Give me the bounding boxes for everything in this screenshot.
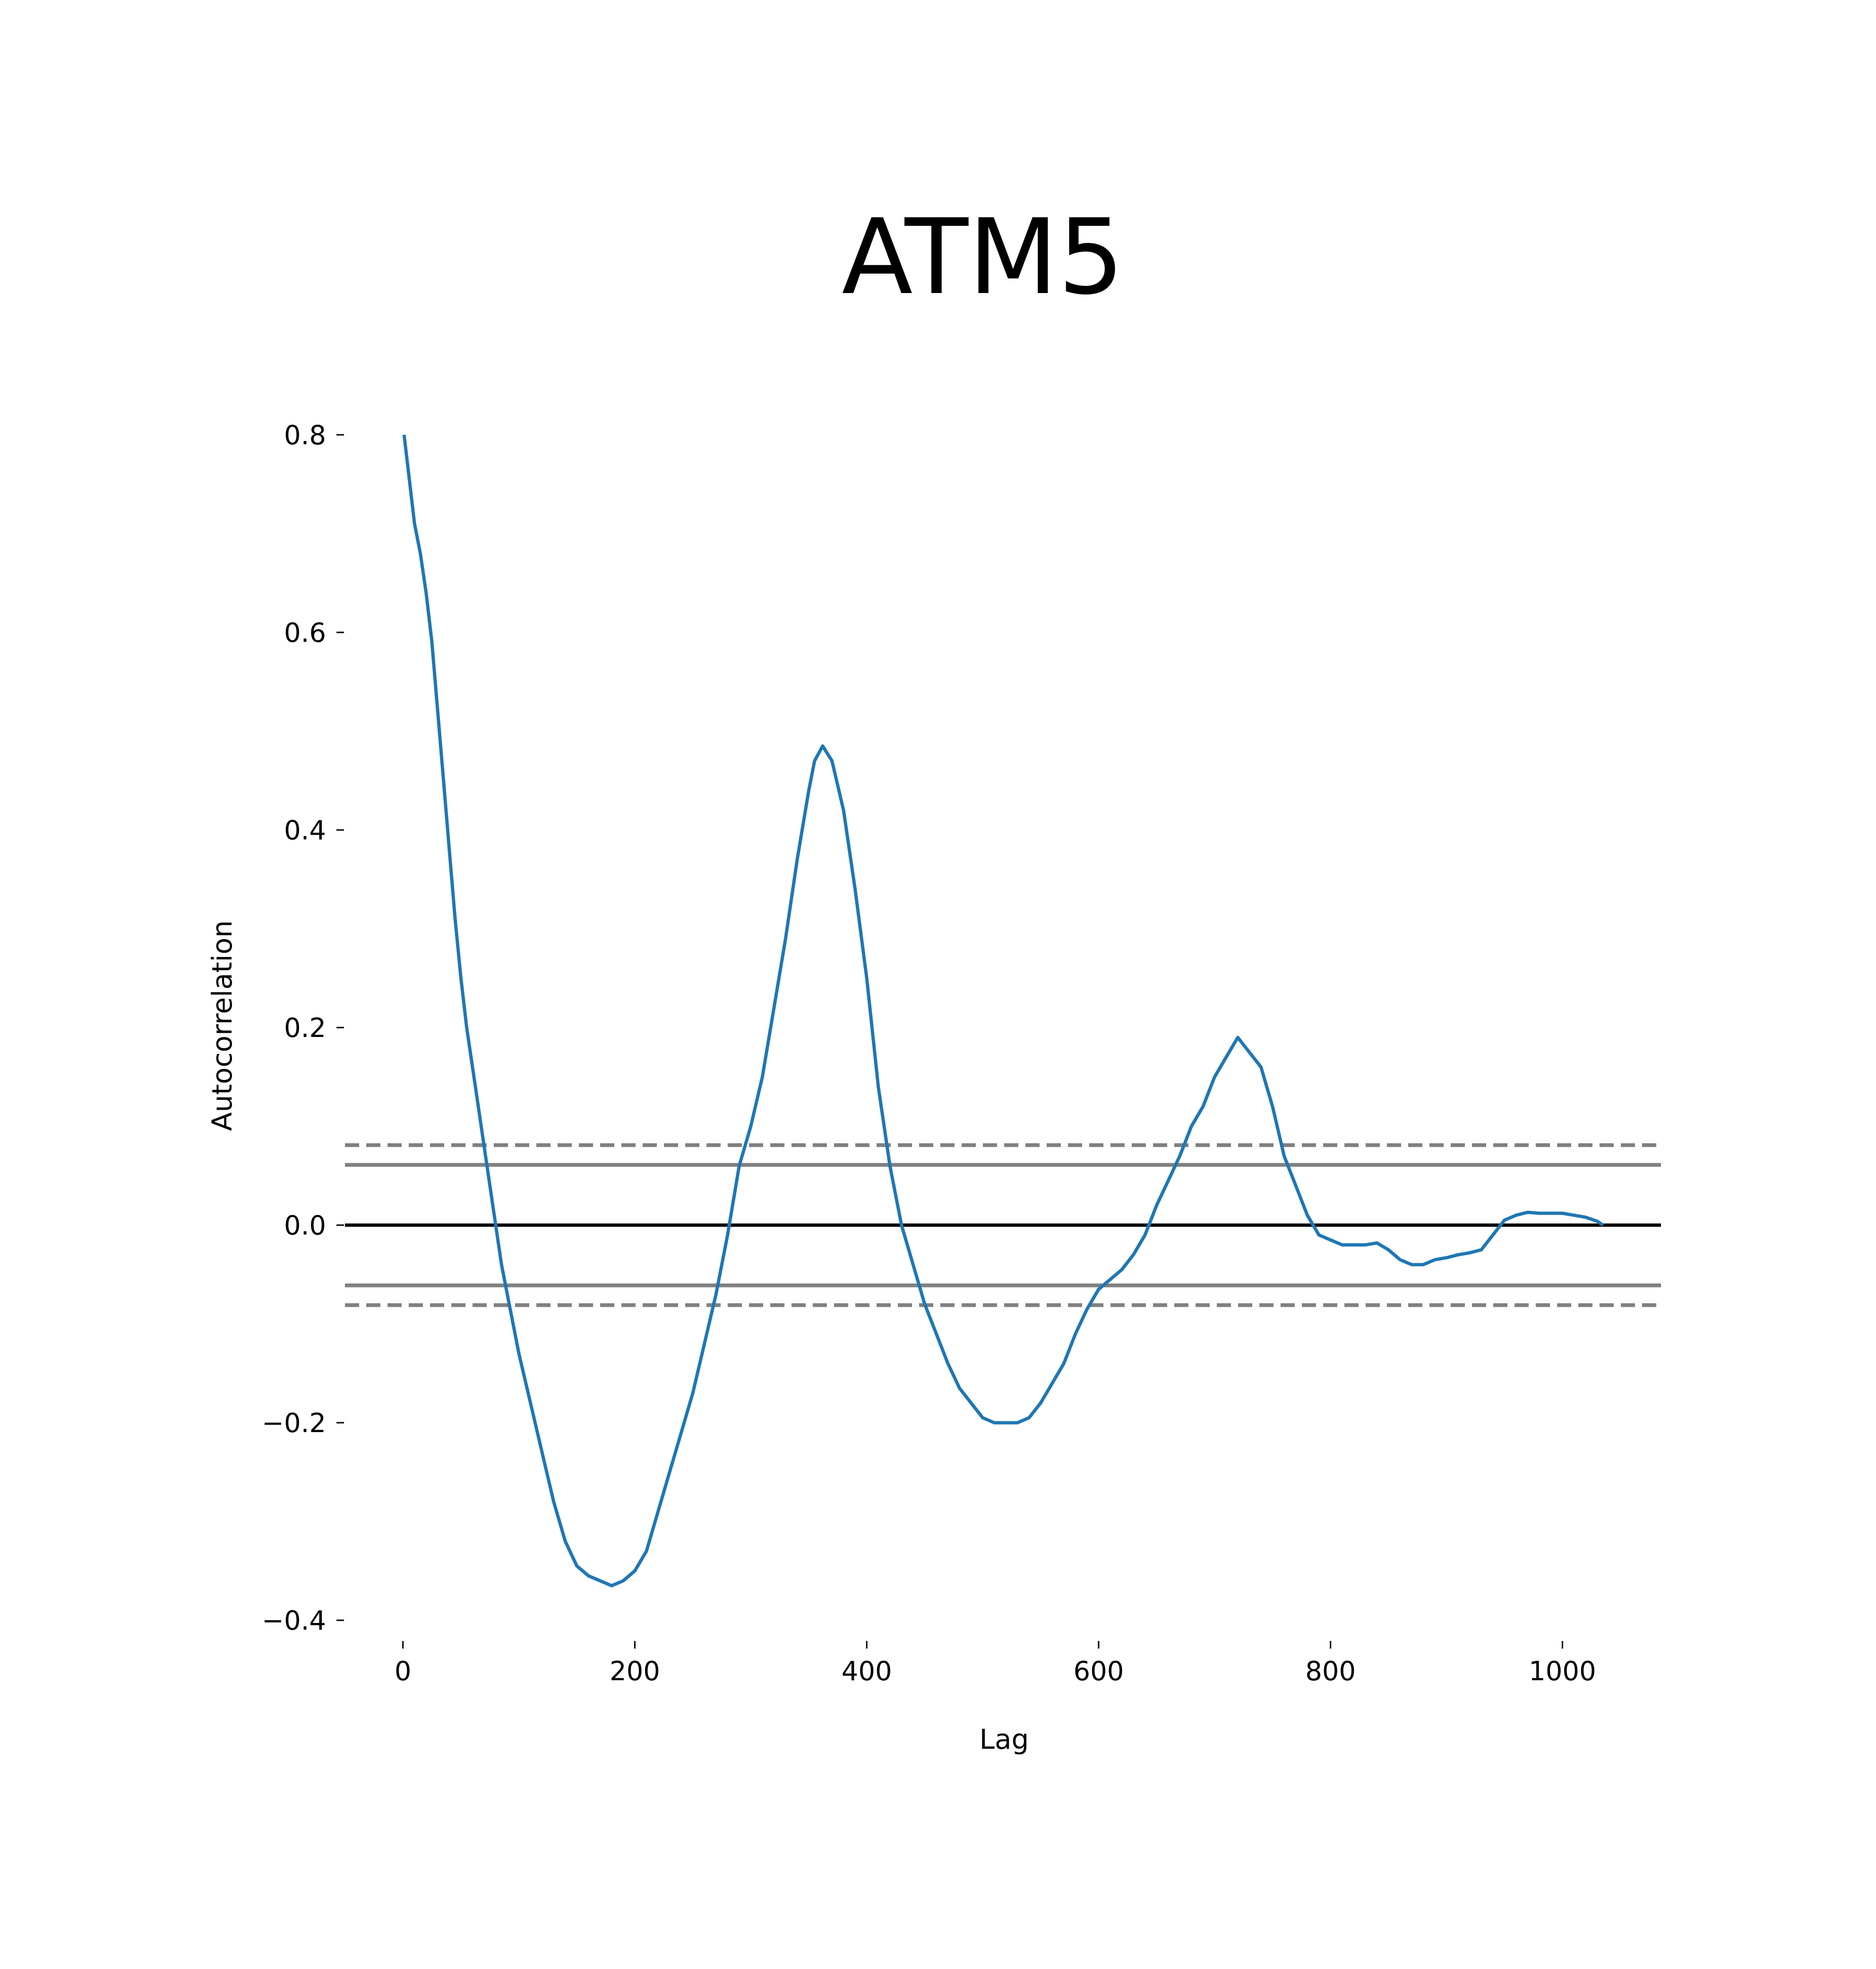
y-tick-label: −0.4 (262, 1606, 326, 1636)
y-tick-label: 0.8 (284, 420, 326, 451)
reference-lines (345, 1143, 1661, 1307)
x-tick-label: 800 (1305, 1656, 1356, 1687)
x-axis: 0 200 400 600 800 1000 (395, 1641, 1596, 1687)
chart-title: ATM5 (842, 197, 1124, 318)
y-tick-label: 0.6 (284, 618, 326, 648)
y-tick-label: 0.0 (284, 1210, 326, 1241)
series-line-0 (402, 434, 1604, 1588)
y-tick-label: 0.4 (284, 815, 326, 846)
x-tick-label: 0 (395, 1656, 412, 1687)
x-tick-label: 1000 (1529, 1656, 1596, 1687)
y-axis-label: Autocorrelation (206, 920, 238, 1131)
x-tick-label: 200 (610, 1656, 660, 1687)
x-axis-label: Lag (980, 1723, 1029, 1755)
y-tick-label: −0.2 (262, 1408, 326, 1439)
y-tick-label: 0.2 (284, 1013, 326, 1044)
y-axis: −0.4 −0.2 0.0 0.2 0.4 0.6 0.8 (262, 420, 344, 1636)
series-group (402, 434, 1604, 1588)
x-tick-label: 400 (842, 1656, 892, 1687)
x-tick-label: 600 (1073, 1656, 1124, 1687)
